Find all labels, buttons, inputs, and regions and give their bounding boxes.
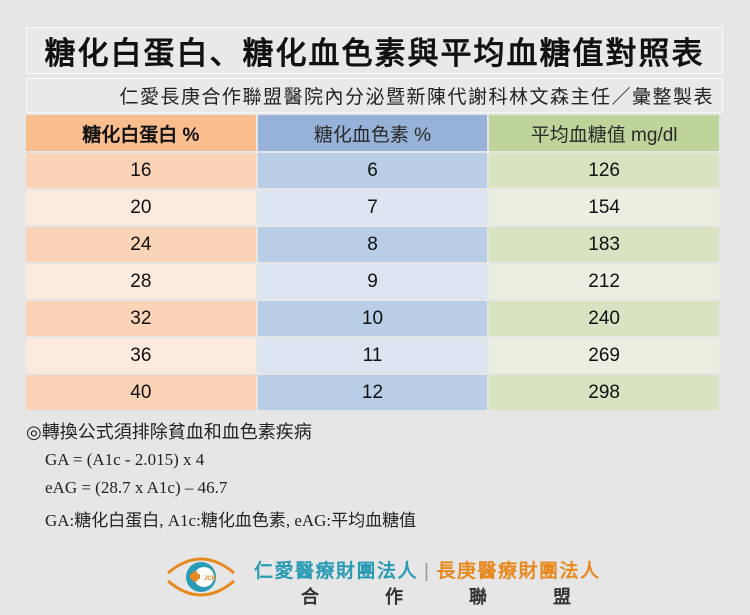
table-row: 32 10 240 xyxy=(26,301,719,336)
table-row: 16 6 126 xyxy=(26,153,719,188)
table-row: 24 8 183 xyxy=(26,227,719,262)
alliance-char: 盟 xyxy=(553,587,571,607)
cell-a1c: 12 xyxy=(257,375,488,410)
table-row: 36 11 269 xyxy=(26,338,719,373)
svg-text:JCH: JCH xyxy=(204,576,216,582)
cell-ga: 40 xyxy=(26,375,256,410)
subtitle-box: 仁愛長庚合作聯盟醫院內分泌暨新陳代謝科林文森主任／彙整製表 xyxy=(26,78,723,113)
cell-ga: 32 xyxy=(26,301,256,336)
page-subtitle: 仁愛長庚合作聯盟醫院內分泌暨新陳代謝科林文森主任／彙整製表 xyxy=(119,86,714,108)
organization-names: 仁愛醫療財團法人 | 長庚醫療財團法人 xyxy=(254,556,600,583)
table-row: 40 12 298 xyxy=(26,375,719,410)
cell-ga: 28 xyxy=(26,264,256,299)
alliance-char: 作 xyxy=(385,587,403,607)
table-row: 28 9 212 xyxy=(26,264,719,299)
cell-eag: 240 xyxy=(489,301,719,336)
formula-ga: GA = (A1c - 2.015) x 4 xyxy=(45,450,205,469)
cell-ga: 36 xyxy=(26,338,256,373)
header-average-glucose: 平均血糖值 mg/dl xyxy=(489,115,719,151)
footer-logo: JCH 仁愛醫療財團法人 | 長庚醫療財團法人 合 作 聯 盟 xyxy=(166,553,599,609)
org-jenai: 仁愛醫療財團法人 xyxy=(254,561,419,582)
abbreviation-legend: GA:糖化白蛋白, A1c:糖化血色素, eAG:平均血糖值 xyxy=(45,511,417,530)
cell-eag: 154 xyxy=(489,190,719,225)
formula-notes: ◎轉換公式須排除貧血和血色素疾病 GA = (A1c - 2.015) x 4 … xyxy=(26,418,416,539)
page-title: 糖化白蛋白、糖化血色素與平均血糖值對照表 xyxy=(44,36,705,72)
cell-eag: 212 xyxy=(489,264,719,299)
formula-eag: eAG = (28.7 x A1c) – 46.7 xyxy=(45,478,228,497)
cell-a1c: 9 xyxy=(257,264,488,299)
cell-ga: 16 xyxy=(26,153,256,188)
header-glycated-albumin: 糖化白蛋白 % xyxy=(26,115,256,151)
title-box: 糖化白蛋白、糖化血色素與平均血糖值對照表 xyxy=(26,27,723,74)
jch-eye-cross-icon: JCH xyxy=(167,557,235,597)
cell-a1c: 11 xyxy=(257,338,488,373)
cell-eag: 269 xyxy=(489,338,719,373)
cell-eag: 298 xyxy=(489,375,719,410)
alliance-label: 合 作 聯 盟 xyxy=(301,583,571,609)
cell-eag: 183 xyxy=(489,227,719,262)
org-changgung: 長庚醫療財團法人 xyxy=(436,561,601,582)
alliance-char: 合 xyxy=(301,587,319,607)
conversion-table: 糖化白蛋白 % 糖化血色素 % 平均血糖值 mg/dl 16 6 126 20 … xyxy=(24,113,721,412)
header-hba1c: 糖化血色素 % xyxy=(257,115,488,151)
cell-eag: 126 xyxy=(489,153,719,188)
notes-heading: ◎轉換公式須排除貧血和血色素疾病 xyxy=(26,422,312,442)
cell-ga: 20 xyxy=(26,190,256,225)
cell-a1c: 6 xyxy=(257,153,488,188)
table-row: 20 7 154 xyxy=(26,190,719,225)
org-separator: | xyxy=(424,561,431,582)
alliance-char: 聯 xyxy=(469,587,487,607)
table-header-row: 糖化白蛋白 % 糖化血色素 % 平均血糖值 mg/dl xyxy=(26,115,719,151)
cell-a1c: 10 xyxy=(257,301,488,336)
cell-a1c: 8 xyxy=(257,227,488,262)
cell-a1c: 7 xyxy=(257,190,488,225)
cell-ga: 24 xyxy=(26,227,256,262)
